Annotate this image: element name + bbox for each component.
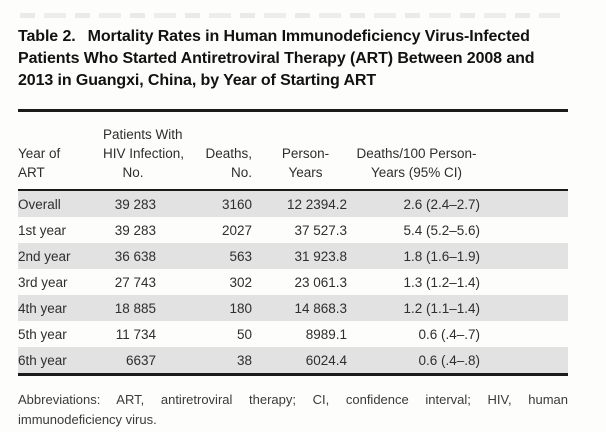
table-number: Table 2. <box>18 28 76 45</box>
cell-rate: 1.2 (1.1–1.4) <box>403 300 480 316</box>
cell-person-years: 14 868.3 <box>294 300 347 316</box>
cell-patients: 39 283 <box>114 196 156 212</box>
table-row-1st-year: 1st year 39 283 2027 37 527.3 5.4 (5.2–5… <box>18 217 568 243</box>
table-title-line-2: Patients Who Started Antiretroviral Ther… <box>18 50 535 67</box>
table-row-4th-year: 4th year 18 885 180 14 868.3 1.2 (1.1–1.… <box>18 295 568 321</box>
cell-year: 3rd year <box>18 274 68 290</box>
cell-patients: 39 283 <box>114 222 156 238</box>
paper-page: Table 2. Mortality Rates in Human Immunod… <box>18 0 568 430</box>
column-header-patients: Patients With HIV Infection, No. <box>103 127 185 180</box>
cell-person-years: 12 2394.2 <box>286 196 347 212</box>
cell-year: 2nd year <box>18 248 71 264</box>
table-row-6th-year: 6th year 6637 38 6024.4 0.6 (.4–.8) <box>18 347 568 373</box>
table-row-overall: Overall 39 283 3160 12 2394.2 2.6 (2.4–2… <box>18 191 568 217</box>
cell-deaths: 180 <box>229 300 252 316</box>
cell-year: 4th year <box>18 300 67 316</box>
table-title-text-1: Mortality Rates in Human Immunodeficienc… <box>87 28 530 45</box>
abbreviations-note: Abbreviations: ART, antiretroviral thera… <box>18 392 568 427</box>
cell-year: 5th year <box>18 326 67 342</box>
table-row-3rd-year: 3rd year 27 743 302 23 061.3 1.3 (1.2–1.… <box>18 269 568 295</box>
cell-person-years: 31 923.8 <box>294 248 347 264</box>
cell-deaths: 50 <box>236 326 252 342</box>
cell-person-years: 37 527.3 <box>294 222 347 238</box>
cell-patients: 11 734 <box>115 326 156 342</box>
mortality-table: Year of ART Patients With HIV Infection,… <box>18 109 568 376</box>
cell-person-years: 6024.4 <box>305 352 347 368</box>
cell-rate: 0.6 (.4–.8) <box>418 352 480 368</box>
table-body: Overall 39 283 3160 12 2394.2 2.6 (2.4–2… <box>18 191 568 373</box>
table-title-line-3: 2013 in Guangxi, China, by Year of Start… <box>18 72 377 89</box>
cell-patients: 6637 <box>125 352 156 368</box>
column-header-year-of-art: Year of ART <box>18 146 61 180</box>
column-header-rate-ci: Deaths/100 Person- Years (95% CI) <box>356 146 477 180</box>
cell-deaths: 38 <box>236 352 252 368</box>
column-header-person-years: Person- Years <box>281 146 330 180</box>
cell-rate: 1.8 (1.6–1.9) <box>403 248 480 264</box>
table-row-5th-year: 5th year 11 734 50 8989.1 0.6 (.4–.7) <box>18 321 568 347</box>
cell-year: 6th year <box>18 352 67 368</box>
cell-deaths: 563 <box>229 248 252 264</box>
table-title: Table 2. Mortality Rates in Human Immunod… <box>18 26 568 92</box>
cell-year: Overall <box>18 196 61 212</box>
cell-person-years: 8989.1 <box>305 326 347 342</box>
cell-rate: 0.6 (.4–.7) <box>418 326 480 342</box>
cell-rate: 5.4 (5.2–5.6) <box>403 222 480 238</box>
cell-patients: 36 638 <box>114 248 156 264</box>
cell-person-years: 23 061.3 <box>294 274 347 290</box>
cell-patients: 18 885 <box>114 300 156 316</box>
cell-deaths: 3160 <box>221 196 252 212</box>
cell-deaths: 302 <box>229 274 252 290</box>
cell-rate: 2.6 (2.4–2.7) <box>403 196 480 212</box>
page-crop-artifact <box>20 13 560 18</box>
table-title-line-1: Table 2. Mortality Rates in Human Immunod… <box>18 28 530 45</box>
column-header-deaths: Deaths, No. <box>205 146 252 180</box>
cell-year: 1st year <box>18 222 67 238</box>
cell-deaths: 2027 <box>221 222 252 238</box>
cell-rate: 1.3 (1.2–1.4) <box>403 274 480 290</box>
table-row-2nd-year: 2nd year 36 638 563 31 923.8 1.8 (1.6–1.… <box>18 243 568 269</box>
cell-patients: 27 743 <box>114 274 156 290</box>
table-header-row: Year of ART Patients With HIV Infection,… <box>18 112 568 191</box>
